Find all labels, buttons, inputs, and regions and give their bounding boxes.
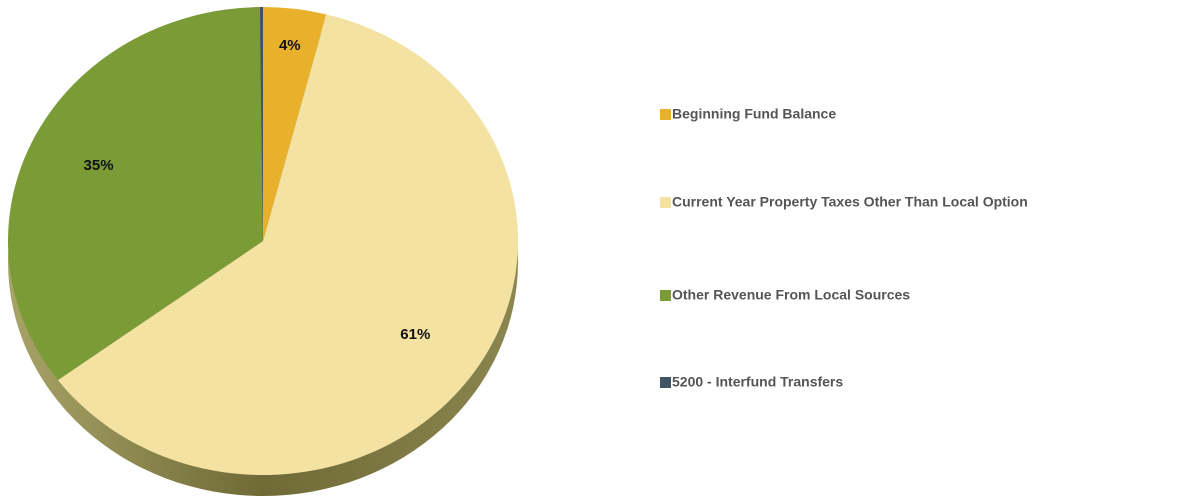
- slice: [263, 7, 327, 241]
- slice: [259, 7, 263, 241]
- legend-label: 5200 - Interfund Transfers: [672, 374, 843, 390]
- slices: [7, 7, 518, 475]
- legend-swatch: [660, 290, 671, 301]
- data-label: 4%: [279, 37, 301, 54]
- legend: Beginning Fund Balance Current Year Prope…: [660, 106, 1028, 390]
- data-label: 61%: [400, 326, 430, 343]
- legend-label: Other Revenue From Local Sources: [672, 287, 910, 303]
- legend-swatch: [660, 109, 671, 120]
- slice: [7, 7, 263, 381]
- labels: 4% 61% 35%: [84, 37, 431, 343]
- legend-swatch: [660, 197, 671, 208]
- slice: [57, 14, 518, 475]
- legend-swatch: [660, 377, 671, 388]
- legend-label: Beginning Fund Balance: [672, 106, 836, 122]
- data-label: 35%: [84, 157, 114, 174]
- legend-label: Current Year Property Taxes Other Than L…: [672, 194, 1028, 210]
